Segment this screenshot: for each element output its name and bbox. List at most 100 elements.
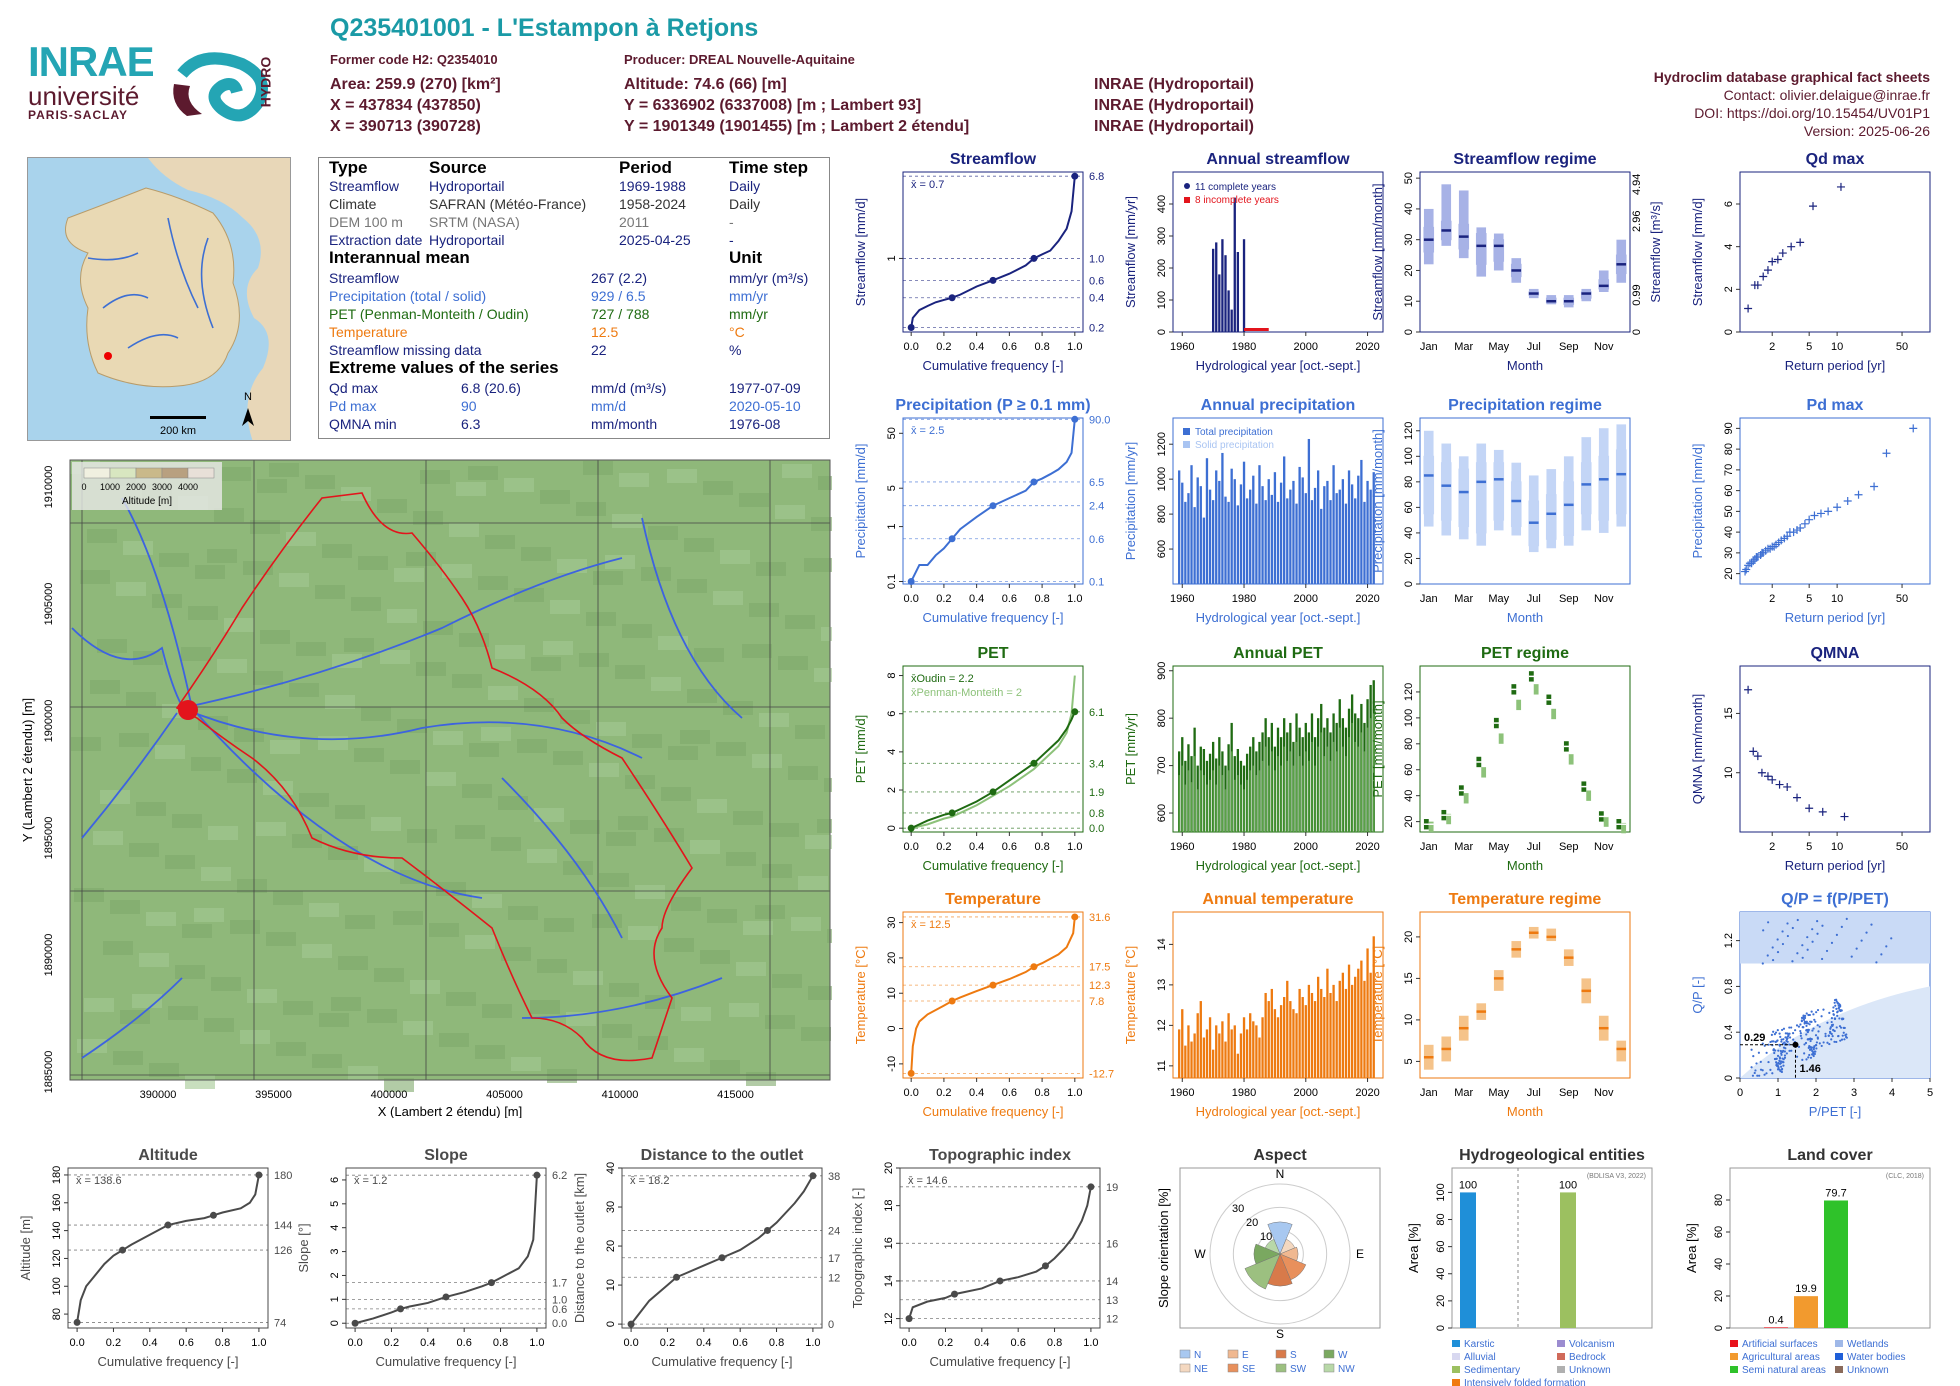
river-line — [121, 497, 193, 709]
annual-bar — [1320, 508, 1323, 584]
annual-bar — [1258, 465, 1261, 584]
x-lambert93: X = 437834 (437850) — [330, 97, 481, 114]
aspect-ring — [1209, 1183, 1351, 1325]
regime-box-outer — [1493, 970, 1504, 991]
terrain-texture — [550, 600, 580, 614]
annual-bar-secondary — [1326, 746, 1329, 832]
x-tick-label: 0.8 — [1034, 341, 1049, 353]
data-point — [1805, 1033, 1808, 1036]
terrain-texture — [537, 959, 567, 973]
fact-sheet-doi[interactable]: DOI: https://doi.org/10.15454/UV01P1 — [1694, 105, 1930, 121]
source-1: INRAE (Hydroportail) — [1094, 76, 1254, 93]
chart-title: Streamflow regime — [1453, 151, 1596, 168]
legend-swatch — [1452, 1366, 1460, 1373]
regime-box-inner — [1598, 455, 1610, 521]
quantile-point — [907, 577, 915, 585]
annual-bar — [1357, 968, 1360, 1078]
x-tick-label: Jan — [1420, 341, 1438, 353]
annual-bar — [1292, 480, 1295, 584]
annual-bar — [1233, 1025, 1236, 1078]
terrain-texture — [315, 585, 345, 599]
annual-bar — [1242, 239, 1246, 332]
data-point — [1784, 1032, 1787, 1035]
terrain-texture — [452, 674, 482, 688]
annual-bar — [1255, 503, 1258, 584]
annual-bar — [1301, 997, 1304, 1078]
y-tick-label: 1200 — [1156, 432, 1168, 456]
extreme-name: QMNA min — [329, 416, 397, 432]
terrain-texture — [305, 475, 335, 489]
annual-bar — [1187, 1025, 1190, 1078]
data-point — [1795, 1055, 1799, 1058]
terrain-texture — [501, 947, 531, 961]
data-point — [1843, 1026, 1846, 1030]
data-point — [1830, 1024, 1834, 1027]
terrain-texture — [367, 1009, 397, 1023]
river-line — [71, 627, 183, 707]
data-point — [1830, 941, 1834, 945]
annual-bar-secondary — [1200, 770, 1202, 832]
terrain-texture — [188, 606, 218, 620]
x-tick-label: 50 — [1896, 341, 1908, 353]
terrain-texture — [521, 547, 551, 561]
annual-bar-secondary — [1283, 746, 1285, 832]
quantile-point — [1041, 1262, 1049, 1270]
annual-bar — [1357, 475, 1360, 584]
quantile-point — [442, 1293, 450, 1301]
terrain-texture — [240, 1030, 270, 1044]
y-tick-label: 40 — [1403, 203, 1415, 215]
terrain-texture — [155, 745, 185, 759]
data-point — [1845, 1033, 1848, 1036]
x-tick-label: 1.0 — [1083, 1337, 1098, 1349]
terrain-texture — [416, 662, 446, 676]
x-tick-label: 1960 — [1170, 1087, 1194, 1099]
terrain-texture — [681, 1007, 711, 1021]
annual-bar — [1301, 477, 1304, 584]
map-ytick: 1905000 — [43, 583, 55, 626]
chart-altitude: Altitude Cumulative frequency [-] Altitude… — [18, 1147, 292, 1369]
data-point — [1837, 1007, 1840, 1010]
regime-box-inner — [1475, 233, 1487, 265]
y-tick-label: 0.1 — [886, 574, 898, 589]
terrain-texture — [481, 727, 511, 741]
data-point — [1805, 1012, 1808, 1015]
terrain-texture — [201, 867, 231, 881]
terrain-texture — [791, 917, 821, 931]
x-tick-label: 1980 — [1232, 593, 1256, 605]
x-tick-label: 0.6 — [1011, 1337, 1026, 1349]
data-point — [1826, 1021, 1829, 1024]
fact-sheet-contact[interactable]: Contact: olivier.delaigue@inrae.fr — [1723, 87, 1930, 103]
x-tick-label: 5 — [1806, 341, 1812, 353]
interannual-mean-title: Interannual mean — [329, 248, 470, 267]
x-tick-label: Jan — [1420, 593, 1438, 605]
terrain-texture — [394, 568, 424, 582]
terrain-texture — [185, 1075, 215, 1089]
aspect-legend-label: E — [1242, 1350, 1249, 1361]
annual-bar-secondary — [1230, 751, 1233, 832]
aspect-legend-swatch — [1179, 1363, 1191, 1373]
y-tick-label: 15 — [1403, 972, 1415, 984]
data-point — [1783, 1050, 1786, 1053]
y-tick-label: 90 — [1723, 422, 1735, 434]
annual-bar — [1304, 493, 1307, 584]
regime-box-inner — [1510, 481, 1522, 528]
category-bar — [1764, 1327, 1788, 1328]
annual-bar — [1286, 980, 1289, 1078]
aspect-slice — [1267, 1221, 1293, 1255]
data-point — [1815, 1041, 1819, 1044]
map-ytick: 1910000 — [43, 466, 55, 509]
terrain-texture — [628, 926, 658, 940]
annual-bar — [1215, 242, 1218, 332]
x-tick-label: Mar — [1454, 341, 1473, 353]
data-point — [1766, 544, 1775, 553]
data-point — [1818, 807, 1827, 816]
terrain-texture — [468, 466, 498, 480]
annual-bar — [1221, 239, 1224, 332]
x-axis-label: Cumulative frequency [-] — [923, 858, 1064, 873]
terrain-texture — [292, 834, 322, 848]
terrain-texture — [667, 469, 697, 483]
annual-bar — [1363, 980, 1366, 1078]
data-point — [1820, 957, 1824, 961]
regime-box-penman — [1516, 699, 1522, 711]
x-tick-label: 5 — [1927, 1087, 1933, 1099]
